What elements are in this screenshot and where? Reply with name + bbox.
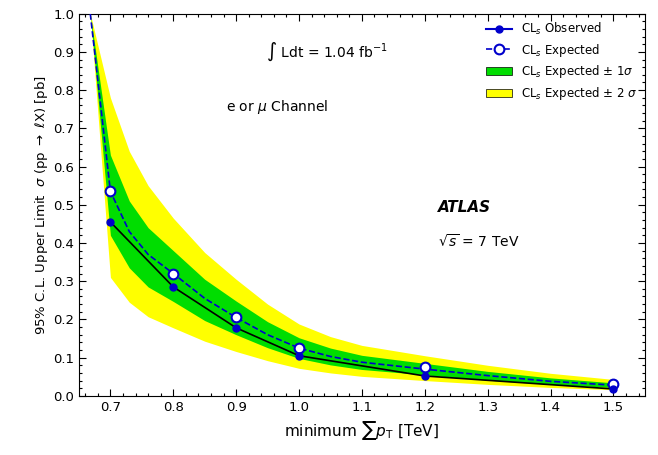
Legend: CL$_s$ Observed, CL$_s$ Expected, CL$_s$ Expected $\pm$ 1$\sigma$, CL$_s$ Expect: CL$_s$ Observed, CL$_s$ Expected, CL$_s$… [481, 16, 642, 107]
Text: e or $\mu$ Channel: e or $\mu$ Channel [226, 98, 328, 116]
X-axis label: minimum $\sum p_{\mathrm{T}}$ [TeV]: minimum $\sum p_{\mathrm{T}}$ [TeV] [284, 419, 440, 442]
Text: $\sqrt{s}$ = 7 TeV: $\sqrt{s}$ = 7 TeV [438, 233, 520, 250]
Text: ATLAS: ATLAS [438, 200, 492, 215]
Text: $\int$ Ldt = 1.04 fb$^{-1}$: $\int$ Ldt = 1.04 fb$^{-1}$ [266, 40, 388, 63]
Y-axis label: 95% C.L. Upper Limit  $\sigma$ (pp $\rightarrow$ $\ell$X) [pb]: 95% C.L. Upper Limit $\sigma$ (pp $\righ… [34, 75, 50, 335]
